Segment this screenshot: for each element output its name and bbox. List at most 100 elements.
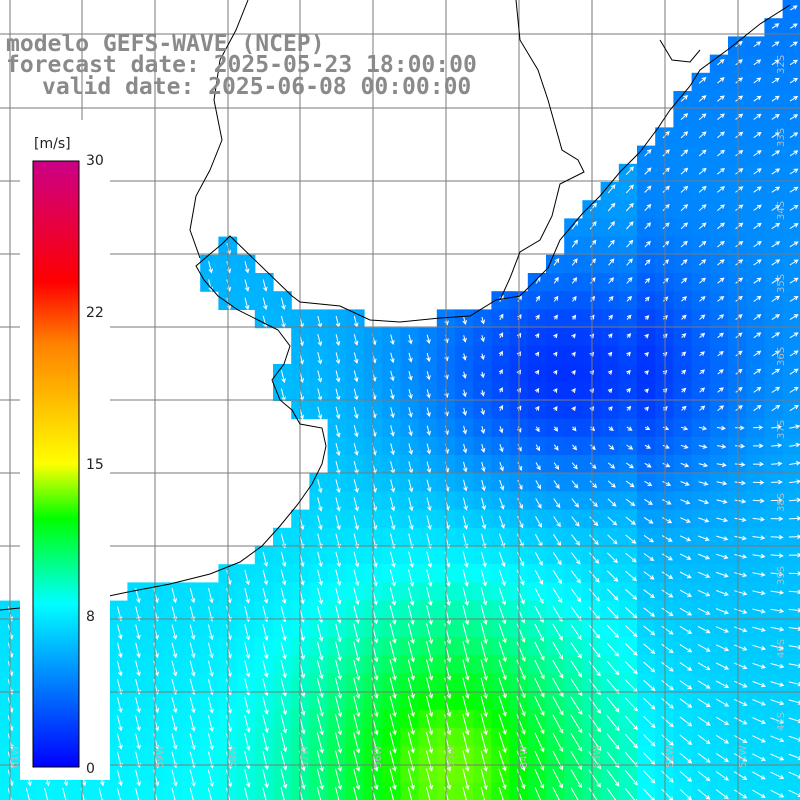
wind-arrow <box>280 587 287 605</box>
wind-arrow <box>462 677 470 700</box>
wind-arrow <box>317 551 323 568</box>
wind-arrow <box>699 314 706 320</box>
wind-arrow <box>480 569 487 587</box>
wind-arrow <box>644 406 650 412</box>
wind-arrow <box>280 642 287 660</box>
wind-arrow <box>735 222 744 230</box>
wind-arrow <box>735 259 744 266</box>
wind-arrow <box>426 695 434 718</box>
wind-arrow <box>753 150 762 157</box>
wind-arrow <box>462 695 470 718</box>
wind-arrow <box>499 515 505 529</box>
wind-arrow <box>698 131 707 139</box>
wind-arrow <box>624 606 638 619</box>
wind-arrow <box>680 462 690 468</box>
wind-arrow <box>735 59 743 66</box>
wind-arrow <box>753 368 762 375</box>
wind-arrow <box>353 334 359 346</box>
wind-arrow <box>753 113 762 120</box>
wind-arrow <box>335 605 342 624</box>
wind-arrow <box>771 277 781 284</box>
wind-arrow <box>244 297 250 311</box>
wind-arrow <box>408 569 415 587</box>
wind-arrow <box>517 515 524 529</box>
wind-arrow <box>643 770 656 784</box>
wind-arrow <box>753 295 762 302</box>
wind-arrow <box>262 787 267 800</box>
wind-arrow <box>735 77 744 84</box>
wind-arrow <box>189 733 196 751</box>
wind-arrow <box>661 535 673 542</box>
wind-arrow <box>607 462 616 469</box>
wind-arrow <box>661 752 674 765</box>
wind-arrow <box>770 571 784 577</box>
wind-arrow <box>317 515 323 531</box>
wind-arrow <box>679 698 693 708</box>
wind-arrow <box>752 572 766 577</box>
wind-arrow <box>771 186 781 193</box>
wind-arrow <box>771 424 782 430</box>
wind-arrow <box>716 480 728 486</box>
wind-arrow <box>353 443 359 456</box>
wind-arrow <box>516 569 525 586</box>
wind-arrow <box>789 386 799 393</box>
wind-arrow <box>697 698 711 708</box>
wind-arrow <box>116 715 123 732</box>
wind-arrow <box>734 443 746 449</box>
wind-arrow <box>407 605 415 626</box>
wind-arrow <box>117 642 123 659</box>
wind-arrow <box>643 734 656 747</box>
wind-arrow <box>553 406 558 411</box>
wind-arrow <box>771 314 781 321</box>
wind-arrow <box>624 625 638 638</box>
wind-arrow <box>624 715 638 731</box>
wind-arrow <box>698 535 710 542</box>
wind-arrow <box>771 404 781 412</box>
wind-arrow <box>681 333 687 338</box>
wind-arrow <box>207 624 214 641</box>
wind-arrow <box>680 149 689 157</box>
wind-arrow <box>606 624 620 638</box>
wind-arrow <box>480 695 488 718</box>
lon-label: 57W <box>300 745 311 768</box>
wind-arrow <box>626 295 632 302</box>
wind-arrow <box>462 750 470 772</box>
wind-arrow <box>626 405 632 411</box>
wind-arrow <box>715 734 730 744</box>
wind-arrow <box>698 462 709 468</box>
wind-arrow <box>171 787 177 800</box>
wind-arrow <box>698 113 707 120</box>
wind-arrow <box>335 352 341 365</box>
wind-arrow <box>753 332 762 339</box>
wind-arrow <box>752 608 766 614</box>
wind-arrow <box>389 605 397 625</box>
wind-arrow <box>498 332 504 339</box>
wind-arrow <box>426 461 432 474</box>
wind-arrow <box>135 733 141 750</box>
wind-arrow <box>408 334 413 345</box>
wind-arrow <box>607 498 617 507</box>
wind-arrow <box>752 662 766 669</box>
wind-arrow <box>679 752 693 764</box>
wind-arrow <box>661 625 674 635</box>
wind-arrow <box>480 335 485 343</box>
wind-arrow <box>717 350 724 357</box>
valid-date: valid date: 2025-06-08 00:00:00 <box>42 74 472 100</box>
wind-arrow <box>770 789 785 798</box>
wind-arrow <box>680 95 689 102</box>
wind-arrow <box>661 698 674 709</box>
wind-arrow <box>753 186 762 193</box>
wind-arrow <box>789 259 799 266</box>
wind-arrow <box>770 644 785 650</box>
wind-arrow <box>753 222 762 230</box>
wind-arrow <box>571 369 576 375</box>
wind-arrow <box>589 462 597 470</box>
wind-arrow <box>335 587 342 605</box>
wind-arrow <box>644 259 651 266</box>
wind-arrow <box>189 624 196 641</box>
wind-arrow <box>244 261 250 274</box>
wind-arrow <box>698 517 710 523</box>
wind-arrow <box>717 314 725 320</box>
wind-arrow <box>280 714 288 734</box>
